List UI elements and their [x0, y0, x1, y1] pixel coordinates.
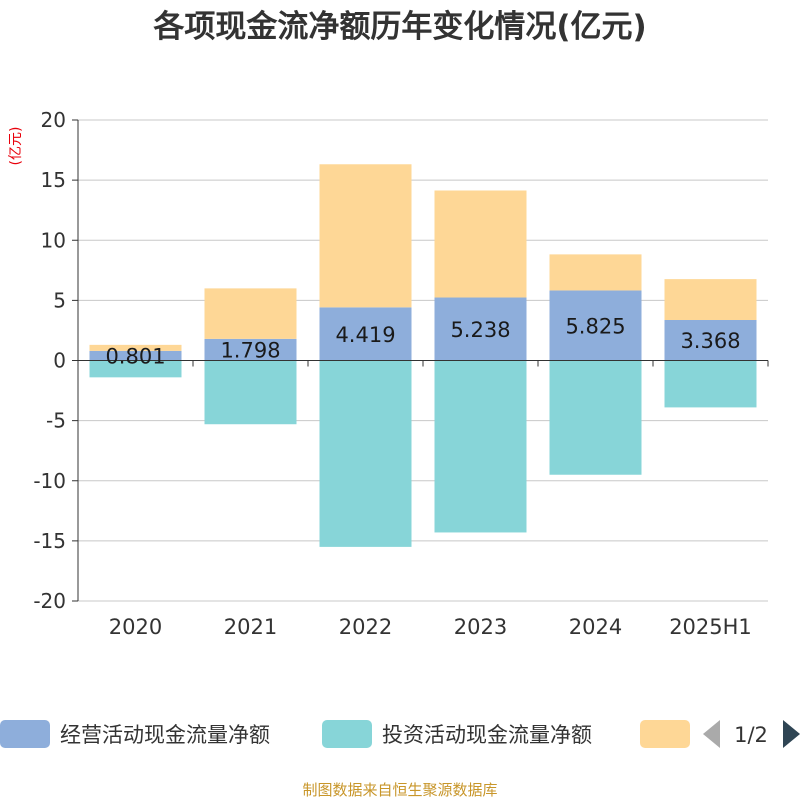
- legend-swatch[interactable]: [640, 720, 690, 748]
- bar-series2-2023[interactable]: [434, 360, 527, 533]
- y-tick-label: 15: [41, 168, 66, 192]
- data-label: 1.798: [220, 339, 280, 363]
- x-tick-label: 2025H1: [669, 615, 752, 639]
- bar-series1-2020[interactable]: [89, 350, 182, 361]
- y-tick-label: 10: [41, 228, 66, 252]
- legend-label[interactable]: 投资活动现金流量净额: [382, 723, 592, 747]
- bar-series3-2022[interactable]: [319, 164, 412, 308]
- x-tick-label: 2022: [339, 615, 392, 639]
- legend: 经营活动现金流量净额 投资活动现金流量净额 1/2: [0, 720, 800, 748]
- bar-series2-2021[interactable]: [204, 360, 297, 425]
- data-label: 5.825: [565, 314, 625, 338]
- chart-title: 各项现金流净额历年变化情况(亿元): [152, 9, 646, 45]
- bar-series1-2025H1[interactable]: [664, 319, 757, 361]
- source-note: 制图数据来自恒生聚源数据库: [302, 781, 497, 799]
- y-tick-label: 5: [53, 288, 66, 312]
- y-tick-label: -20: [33, 589, 66, 613]
- y-tick-label: -10: [33, 469, 66, 493]
- legend-label[interactable]: 经营活动现金流量净额: [60, 723, 270, 747]
- legend-swatch[interactable]: [322, 720, 372, 748]
- bar-series3-2021[interactable]: [204, 288, 297, 339]
- legend-page-indicator: 1/2: [734, 723, 768, 747]
- y-tick-label: 20: [41, 108, 66, 132]
- x-tick-label: 2020: [109, 615, 162, 639]
- y-axis-unit: (亿元): [8, 127, 24, 166]
- bar-series2-2020[interactable]: [89, 360, 182, 378]
- data-label: 3.368: [680, 329, 740, 353]
- bar-series2-2024[interactable]: [549, 360, 642, 475]
- x-tick-label: 2024: [569, 615, 622, 639]
- data-label: 0.801: [105, 345, 165, 369]
- bars: [89, 164, 757, 547]
- y-tick-label: -15: [33, 529, 66, 553]
- bar-series3-2023[interactable]: [434, 190, 527, 298]
- data-label: 5.238: [450, 318, 510, 342]
- axes: 20 15 10 5 0 -5 -10 -15 -20 2020 2021 2022 2023 2024 2…: [33, 108, 769, 639]
- bar-series1-2023[interactable]: [434, 297, 527, 361]
- bar-series1-2024[interactable]: [549, 290, 642, 361]
- y-tick-label: -5: [46, 409, 66, 433]
- bar-series1-2021[interactable]: [204, 338, 297, 361]
- data-label: 4.419: [335, 323, 395, 347]
- legend-prev-page-icon[interactable]: [703, 720, 720, 748]
- x-tick-label: 2023: [454, 615, 507, 639]
- bar-series2-2025H1[interactable]: [664, 360, 757, 408]
- y-tick-label: 0: [53, 349, 66, 373]
- legend-swatch[interactable]: [0, 720, 50, 748]
- bar-series2-2022[interactable]: [319, 360, 412, 547]
- legend-next-page-icon[interactable]: [783, 720, 800, 748]
- bar-series1-2022[interactable]: [319, 307, 412, 361]
- data-labels: 0.801 1.798 4.419 5.238 5.825 3.368: [105, 314, 740, 368]
- bar-series3-2024[interactable]: [549, 254, 642, 291]
- x-tick-label: 2021: [224, 615, 277, 639]
- bar-series3-2020[interactable]: [89, 344, 182, 351]
- bar-series3-2025H1[interactable]: [664, 279, 757, 320]
